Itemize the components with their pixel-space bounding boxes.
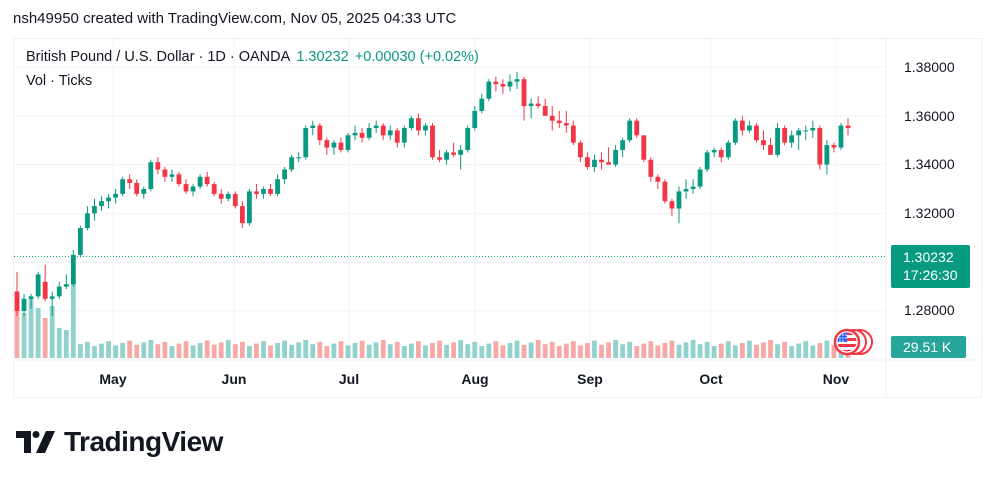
tradingview-logo-icon (16, 431, 55, 453)
attribution-text: nsh49950 created with TradingView.com, N… (13, 10, 457, 27)
last-price-badge: 1.30232 17:26:30 (891, 245, 970, 288)
tradingview-logo[interactable]: TradingView (16, 426, 223, 458)
volume-badge: 29.51 K (891, 336, 966, 358)
month-label-may: May (99, 371, 127, 387)
price-tick: 1.32000 (904, 205, 955, 221)
month-label-jul: Jul (338, 371, 360, 387)
economic-event-flags[interactable] (832, 327, 876, 357)
price-tick: 1.36000 (904, 108, 955, 124)
symbol-legend[interactable]: British Pound / U.S. Dollar · 1D · OANDA… (26, 49, 479, 65)
last-price-value: 1.30232 (903, 249, 954, 265)
tradingview-logo-text: TradingView (64, 426, 223, 457)
legend-last-price: 1.30232 (296, 49, 349, 65)
us-flag-icon (833, 328, 873, 356)
month-label-jun: Jun (221, 371, 247, 387)
volume-legend[interactable]: Vol · Ticks (26, 73, 93, 89)
bar-countdown: 17:26:30 (903, 267, 958, 283)
legend-change: +0.00030 (+0.02%) (354, 49, 479, 65)
month-label-oct: Oct (699, 371, 723, 387)
month-label-nov: Nov (822, 371, 850, 387)
month-label-sep: Sep (577, 371, 603, 387)
price-tick: 1.28000 (904, 302, 955, 318)
chart-frame (13, 38, 982, 398)
month-label-aug: Aug (461, 371, 489, 387)
symbol-title: British Pound / U.S. Dollar · 1D · OANDA (26, 49, 291, 65)
price-tick: 1.38000 (904, 59, 955, 75)
price-tick: 1.34000 (904, 156, 955, 172)
